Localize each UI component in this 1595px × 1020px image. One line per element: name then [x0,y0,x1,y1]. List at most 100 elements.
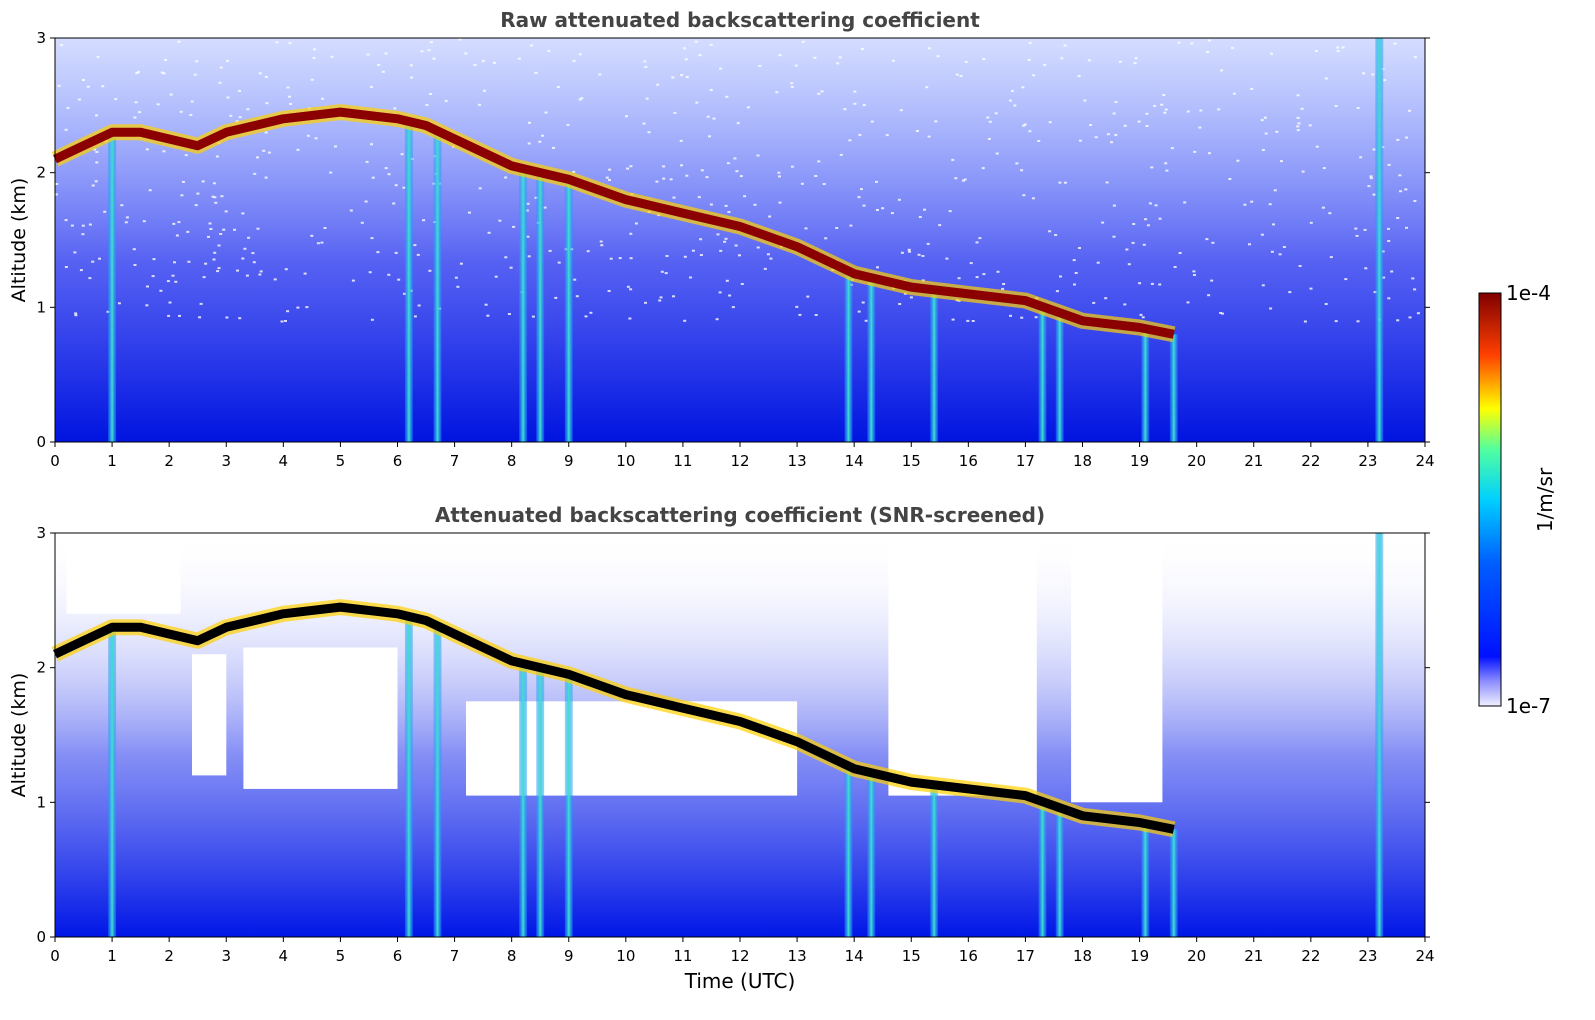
noise-speck [464,52,468,55]
noise-speck [1303,320,1307,323]
noise-speck [790,85,794,88]
noise-speck [313,48,316,51]
noise-speck [1123,303,1127,306]
noise-speck [1206,51,1210,53]
noise-speck [220,195,224,198]
x-tick-label: 2 [164,452,174,470]
x-tick-label: 10 [616,947,635,965]
noise-speck [724,237,728,240]
screened-region [66,546,181,614]
x-tick-label: 8 [507,947,517,965]
noise-speck [1101,221,1105,224]
noise-speck [1150,166,1154,169]
noise-speck [256,156,259,159]
noise-speck [1336,50,1340,53]
noise-speck [1001,287,1005,290]
noise-speck [1164,108,1168,111]
noise-speck [288,42,292,45]
noise-speck [547,50,551,52]
noise-speck [685,174,689,177]
noise-speck [1020,169,1024,172]
noise-speck [370,237,374,240]
noise-speck [264,76,268,78]
precip-streak [108,132,117,443]
noise-speck [120,204,124,207]
noise-speck [1063,44,1067,47]
noise-speck [643,60,647,63]
noise-speck [527,142,531,145]
noise-speck [544,111,548,114]
noise-speck [790,165,794,168]
noise-speck [961,179,965,182]
x-tick-label: 9 [564,452,574,470]
noise-speck [264,131,268,134]
noise-speck [198,316,202,319]
noise-speck [1336,46,1340,49]
noise-speck [393,107,397,110]
noise-speck [1178,252,1182,254]
x-tick-label: 4 [279,947,289,965]
noise-speck [1372,148,1376,151]
x-tick-label: 11 [673,452,692,470]
noise-speck [629,257,633,260]
noise-speck [106,310,110,313]
noise-speck [409,64,413,67]
x-tick-label: 7 [450,947,460,965]
noise-speck [697,196,701,199]
noise-speck [209,228,213,230]
noise-speck [725,95,729,98]
noise-speck [303,272,307,275]
panel-title: Raw attenuated backscattering coefficien… [500,8,980,32]
noise-speck [1416,312,1420,315]
noise-speck [695,101,699,104]
noise-speck [114,98,118,101]
x-tick-label: 3 [221,452,231,470]
noise-speck [246,108,250,111]
noise-speck [1334,105,1338,107]
screened-region [192,654,227,776]
noise-speck [429,41,433,44]
noise-speck [201,180,205,183]
noise-speck [1344,278,1348,281]
precip-streak [1375,533,1384,937]
noise-speck [908,250,911,253]
noise-speck [1268,203,1272,206]
noise-speck [756,246,760,249]
noise-speck [1261,149,1265,151]
cloud-layer [51,599,1176,838]
noise-speck [1278,253,1282,256]
noise-speck [1399,190,1403,193]
precip-streak [930,289,939,442]
noise-speck [528,121,531,124]
noise-speck [1009,314,1012,317]
noise-speck [798,313,802,316]
noise-speck [1308,124,1312,127]
x-tick-label: 13 [788,947,807,965]
noise-speck [1059,275,1062,278]
x-tick-label: 18 [1073,452,1092,470]
noise-speck [1112,204,1116,207]
noise-speck [534,71,538,74]
noise-speck [928,47,931,50]
noise-speck [1146,224,1150,227]
precip-streak [564,179,573,442]
noise-speck [664,272,668,275]
noise-speck [1297,122,1301,125]
noise-speck [870,120,874,123]
noise-speck [951,318,955,321]
noise-speck [273,278,277,281]
noise-speck [456,285,460,288]
noise-speck [1217,108,1221,111]
x-tick-label: 17 [1016,452,1035,470]
noise-speck [403,292,406,295]
precipitation-streaks [108,533,1384,937]
noise-speck [417,304,421,307]
noise-speck [813,56,817,59]
noise-speck [626,167,630,170]
noise-speck [885,134,889,137]
noise-speck [1028,130,1032,133]
noise-speck [1020,316,1024,319]
noise-speck [193,73,197,76]
noise-speck [226,59,229,62]
colorbar: 1e-4 1e-7 1/m/sr [1478,281,1557,718]
